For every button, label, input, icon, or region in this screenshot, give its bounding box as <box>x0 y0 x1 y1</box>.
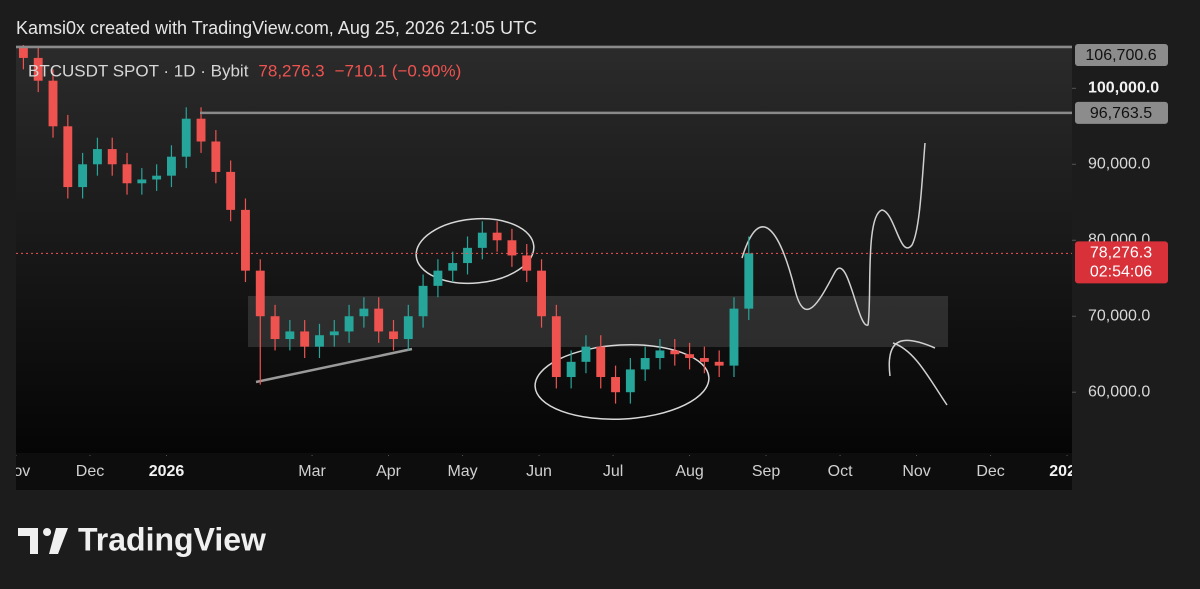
projection <box>888 339 948 406</box>
x-tick-label: Oct <box>828 463 853 480</box>
candle-body <box>255 270 265 317</box>
candle-body <box>344 316 354 332</box>
x-tick-label: Aug <box>675 463 703 480</box>
candle-body <box>670 350 680 355</box>
legend-price: 78,276.3 <box>258 61 324 80</box>
candle-body <box>285 331 295 340</box>
candle-body <box>181 118 191 157</box>
candle-body <box>300 331 310 347</box>
countdown: 02:54:06 <box>1090 264 1152 281</box>
candle-body <box>166 156 176 176</box>
y-tick-label: 60,000.0 <box>1088 383 1150 400</box>
candle-body <box>433 270 443 286</box>
y-tick-label: 100,000.0 <box>1088 80 1159 97</box>
candle-body <box>463 247 472 264</box>
candle-body <box>241 209 250 271</box>
zone <box>248 296 948 347</box>
logo: TradingView <box>18 521 266 557</box>
candle-body <box>374 308 384 332</box>
candle-body <box>448 263 458 271</box>
x-tick-label: Nov <box>902 463 930 480</box>
header: Kamsi0x created with TradingView.com, Au… <box>16 18 537 38</box>
candle-body <box>729 308 739 366</box>
candle-body <box>389 331 398 340</box>
ellipse <box>415 217 535 285</box>
candle-body <box>33 57 43 81</box>
x-tick-label: Jun <box>526 463 552 480</box>
candle-body <box>196 118 206 142</box>
candle-body <box>92 149 102 165</box>
candle-body <box>596 346 606 378</box>
projection <box>741 142 926 326</box>
candle-body <box>270 316 280 340</box>
candle-body <box>329 331 339 336</box>
candle-body <box>48 80 58 127</box>
candle-body <box>63 126 73 188</box>
candle-body <box>477 232 487 248</box>
candle-body <box>418 285 428 317</box>
trendline <box>255 347 413 384</box>
candle-body <box>699 358 709 362</box>
plot-area <box>16 45 1072 420</box>
candle-body <box>640 358 650 370</box>
candle-body <box>122 164 132 184</box>
y-tick-label: 70,000.0 <box>1088 307 1150 324</box>
x-tick-label: Dec <box>76 463 104 480</box>
x-tick-label: 2027 <box>1049 463 1085 480</box>
time-axis <box>16 453 1072 490</box>
x-tick-label: Mar <box>298 463 326 480</box>
candle-body <box>18 46 28 58</box>
x-tick-label: Dec <box>976 463 1004 480</box>
candle-body <box>359 308 369 317</box>
candle-body <box>107 149 117 165</box>
candle-body <box>211 141 221 172</box>
x-tick-label: 2026 <box>149 463 185 480</box>
x-tick-label: Jul <box>603 463 623 480</box>
legend-change: −710.1 (−0.90%) <box>335 61 462 80</box>
candle-body <box>744 253 754 309</box>
candle-body <box>611 377 620 393</box>
logo-icon <box>18 528 68 554</box>
candle-body <box>655 350 665 359</box>
x-tick-label: Nov <box>2 463 30 480</box>
candle-body <box>566 361 576 378</box>
candle-body <box>685 354 695 359</box>
last-price-box <box>1075 241 1168 284</box>
price-label-box <box>1075 101 1168 124</box>
y-tick-label: 90,000.0 <box>1088 156 1150 173</box>
symbol: BTCUSDT SPOT · 1D · Bybit <box>28 61 249 80</box>
price-label-box <box>1075 44 1168 66</box>
brand: TradingView <box>78 521 266 557</box>
candle-body <box>226 171 236 210</box>
x-tick-label: Sep <box>752 463 781 480</box>
candle-body <box>581 346 591 362</box>
time-labels: Nov Dec 2026 Mar Apr May Jun Jul Aug Sep Oct Nov Dec… <box>2 455 1085 480</box>
candle-body <box>714 361 724 366</box>
candle-body <box>537 270 546 317</box>
candle-body <box>507 240 517 256</box>
ellipse <box>534 344 710 420</box>
candle-body <box>78 164 88 188</box>
candle-body <box>522 255 532 271</box>
candle-body <box>492 232 502 241</box>
price-label: 106,700.6 <box>1085 47 1156 64</box>
candle-body <box>625 369 635 393</box>
x-tick-label: Apr <box>376 463 402 480</box>
candle-body <box>551 316 561 378</box>
pane <box>16 45 1072 453</box>
last-price-label: 78,276.3 <box>1090 245 1152 262</box>
candle-body <box>403 316 413 340</box>
candle-body <box>137 179 147 184</box>
price-label: 96,763.5 <box>1090 105 1152 122</box>
candle-body <box>152 175 162 180</box>
x-tick-label: May <box>447 463 477 480</box>
candle-body <box>315 335 324 347</box>
